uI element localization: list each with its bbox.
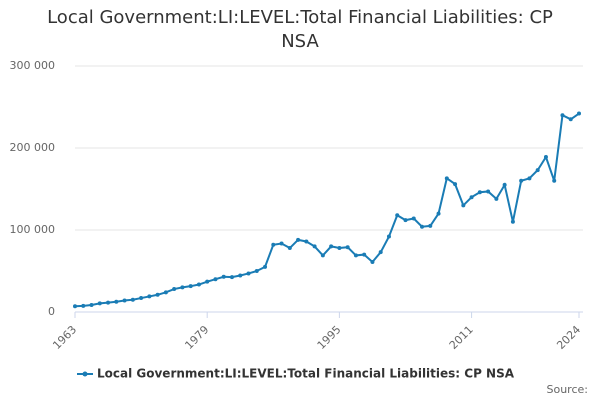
- data-point: [106, 300, 111, 305]
- data-point: [238, 273, 243, 278]
- data-point: [246, 271, 251, 276]
- data-point: [502, 182, 507, 187]
- data-point: [362, 252, 367, 257]
- legend-marker: [82, 371, 88, 377]
- source: Source:: [547, 383, 589, 396]
- data-point: [494, 196, 499, 201]
- data-point: [353, 253, 358, 258]
- y-tick-label: 200 000: [10, 141, 56, 154]
- data-point: [337, 246, 342, 251]
- data-point: [411, 216, 416, 221]
- data-point: [180, 285, 185, 290]
- data-point: [188, 284, 193, 289]
- data-point: [130, 297, 135, 302]
- data-point: [81, 303, 86, 308]
- data-point: [477, 190, 482, 195]
- data-point: [543, 155, 548, 160]
- x-tick-label: 1979: [182, 323, 211, 352]
- data-point: [535, 168, 540, 173]
- data-point: [552, 178, 557, 183]
- data-point: [461, 203, 466, 208]
- data-point: [420, 224, 425, 229]
- data-point: [304, 239, 309, 244]
- data-point: [122, 298, 127, 303]
- data-point: [296, 237, 301, 242]
- data-point: [428, 223, 433, 228]
- data-point: [403, 218, 408, 223]
- legend-label: Local Government:LI:LEVEL:Total Financia…: [97, 367, 515, 381]
- series-line: [74, 112, 580, 308]
- data-point: [312, 244, 317, 249]
- chart-title: Local Government:LI:LEVEL:Total Financia…: [47, 7, 553, 52]
- data-point: [213, 277, 218, 282]
- data-point: [527, 176, 532, 181]
- data-point: [436, 211, 441, 216]
- data-point: [263, 264, 268, 269]
- y-tick-label: 300 000: [10, 59, 56, 72]
- data-point: [329, 244, 334, 249]
- data-point: [287, 246, 292, 251]
- x-tick-label: 1963: [50, 323, 79, 352]
- data-point: [271, 242, 276, 247]
- data-point: [577, 111, 581, 116]
- data-point: [97, 301, 102, 306]
- data-point: [378, 250, 383, 255]
- x-tick-label: 1995: [315, 323, 344, 352]
- data-point: [560, 113, 565, 118]
- data-point: [370, 259, 375, 264]
- data-point: [73, 304, 77, 309]
- data-point: [172, 287, 177, 292]
- data-point: [395, 213, 400, 218]
- data-point: [139, 296, 144, 301]
- data-point: [155, 292, 160, 297]
- data-point: [114, 299, 119, 304]
- data-point: [147, 294, 152, 299]
- data-point: [444, 176, 449, 181]
- data-point: [229, 275, 234, 280]
- data-point: [196, 282, 201, 287]
- y-tick-label: 100 000: [10, 223, 56, 236]
- data-point: [205, 279, 210, 284]
- data-point: [345, 245, 350, 250]
- data-point: [519, 178, 524, 183]
- y-tick-label: 0: [48, 305, 55, 318]
- data-point: [254, 269, 259, 273]
- data-point: [469, 195, 474, 200]
- x-tick-label: 2024: [554, 323, 583, 352]
- data-point: [453, 182, 458, 187]
- data-point: [89, 303, 94, 308]
- data-point: [486, 189, 491, 194]
- data-point: [279, 241, 284, 246]
- data-point: [568, 117, 573, 122]
- data-point: [386, 234, 391, 239]
- data-point: [510, 219, 515, 224]
- data-point: [221, 274, 226, 279]
- x-tick-label: 2011: [447, 323, 476, 352]
- data-point: [320, 253, 325, 258]
- data-point: [163, 290, 168, 295]
